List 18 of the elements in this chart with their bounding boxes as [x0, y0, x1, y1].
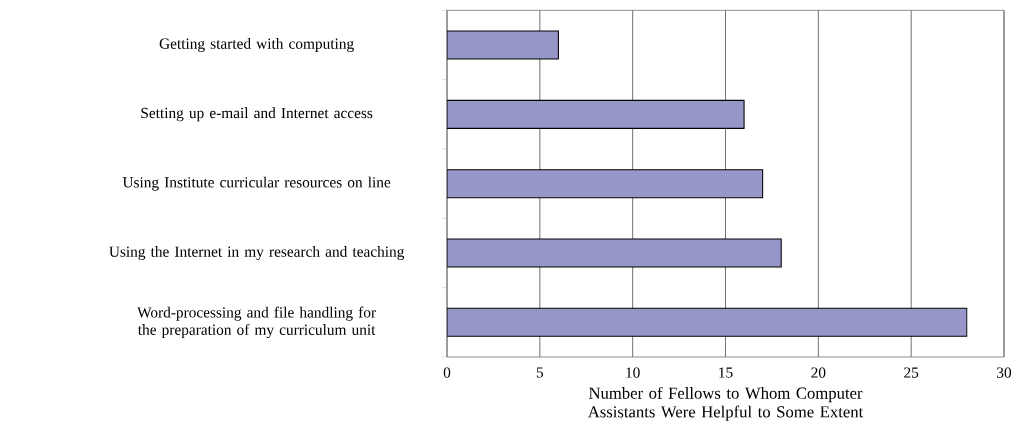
- bar: [447, 30, 559, 60]
- x-tick-label: 20: [811, 367, 826, 378]
- bar: [447, 169, 764, 199]
- x-tick-label: 30: [997, 367, 1012, 378]
- bar: [447, 307, 968, 337]
- y-tick-label: Using the Internet in my research and teaching: [109, 246, 405, 260]
- x-tick-label: 15: [719, 367, 733, 378]
- x-tick-label: 25: [904, 367, 919, 378]
- y-tick-label: Using Institute curricular resources on line: [122, 176, 391, 191]
- bar: [447, 99, 745, 129]
- x-tick-label: 5: [536, 367, 544, 378]
- x-axis-title: Number of Fellows to Whom Computer Assistants Were Helpful to Some Extent: [587, 386, 864, 421]
- y-tick-label: Setting up e-mail and Internet access: [141, 107, 373, 122]
- bar: [447, 238, 782, 268]
- x-tick-label: 10: [626, 367, 640, 378]
- x-tick-label: 0: [443, 367, 451, 378]
- y-tick-label: Getting started with computing: [159, 38, 354, 52]
- y-tick-label: Word-processing and file handling for the preparation of my curriculum unit: [137, 306, 376, 339]
